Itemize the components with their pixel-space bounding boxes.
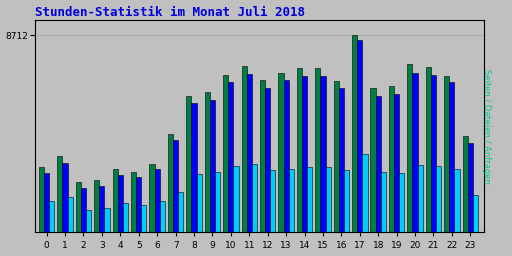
Bar <box>233 166 239 232</box>
Bar <box>315 68 321 232</box>
Bar <box>436 166 441 232</box>
Bar <box>462 136 468 232</box>
Bar <box>136 177 141 232</box>
Bar <box>118 175 123 232</box>
Bar <box>131 172 136 232</box>
Bar <box>302 76 307 232</box>
Bar <box>123 203 128 232</box>
Bar <box>57 156 62 232</box>
Bar <box>39 167 44 232</box>
Bar <box>444 76 450 232</box>
Bar <box>94 180 99 232</box>
Bar <box>399 173 404 232</box>
Bar <box>334 81 339 232</box>
Bar <box>473 195 478 232</box>
Bar <box>99 186 104 232</box>
Bar <box>223 75 228 232</box>
Bar <box>228 82 233 232</box>
Bar <box>326 167 331 232</box>
Bar <box>321 76 326 232</box>
Bar <box>413 72 418 232</box>
Bar <box>357 40 362 232</box>
Bar <box>113 169 118 232</box>
Bar <box>426 67 431 232</box>
Bar <box>270 170 275 232</box>
Y-axis label: Seiten / Dateien / Anfragen: Seiten / Dateien / Anfragen <box>482 69 491 184</box>
Bar <box>362 154 368 232</box>
Bar <box>150 164 155 232</box>
Text: Stunden-Statistik im Monat Juli 2018: Stunden-Statistik im Monat Juli 2018 <box>35 6 305 18</box>
Bar <box>389 86 394 232</box>
Bar <box>86 210 91 232</box>
Bar <box>381 172 386 232</box>
Bar <box>394 94 399 232</box>
Bar <box>307 167 312 232</box>
Bar <box>265 88 270 232</box>
Bar <box>450 82 455 232</box>
Bar <box>408 64 413 232</box>
Bar <box>215 172 220 232</box>
Bar <box>344 170 349 232</box>
Bar <box>468 143 473 232</box>
Bar <box>242 66 247 232</box>
Bar <box>205 92 210 232</box>
Bar <box>49 201 54 232</box>
Bar <box>297 68 302 232</box>
Bar <box>168 134 173 232</box>
Bar <box>104 208 110 232</box>
Bar <box>44 173 49 232</box>
Bar <box>418 165 423 232</box>
Bar <box>376 96 381 232</box>
Bar <box>141 205 146 232</box>
Bar <box>279 73 284 232</box>
Bar <box>260 80 265 232</box>
Bar <box>284 80 289 232</box>
Bar <box>155 169 160 232</box>
Bar <box>173 140 178 232</box>
Bar <box>191 103 197 232</box>
Bar <box>339 88 344 232</box>
Bar <box>178 192 183 232</box>
Bar <box>371 88 376 232</box>
Bar <box>352 36 357 232</box>
Bar <box>455 169 460 232</box>
Bar <box>210 100 215 232</box>
Bar <box>160 201 165 232</box>
Bar <box>186 95 191 232</box>
Bar <box>252 164 257 232</box>
Bar <box>76 182 81 232</box>
Bar <box>62 163 68 232</box>
Bar <box>81 188 86 232</box>
Bar <box>247 74 252 232</box>
Bar <box>431 75 436 232</box>
Bar <box>289 169 294 232</box>
Bar <box>197 174 202 232</box>
Bar <box>68 197 73 232</box>
